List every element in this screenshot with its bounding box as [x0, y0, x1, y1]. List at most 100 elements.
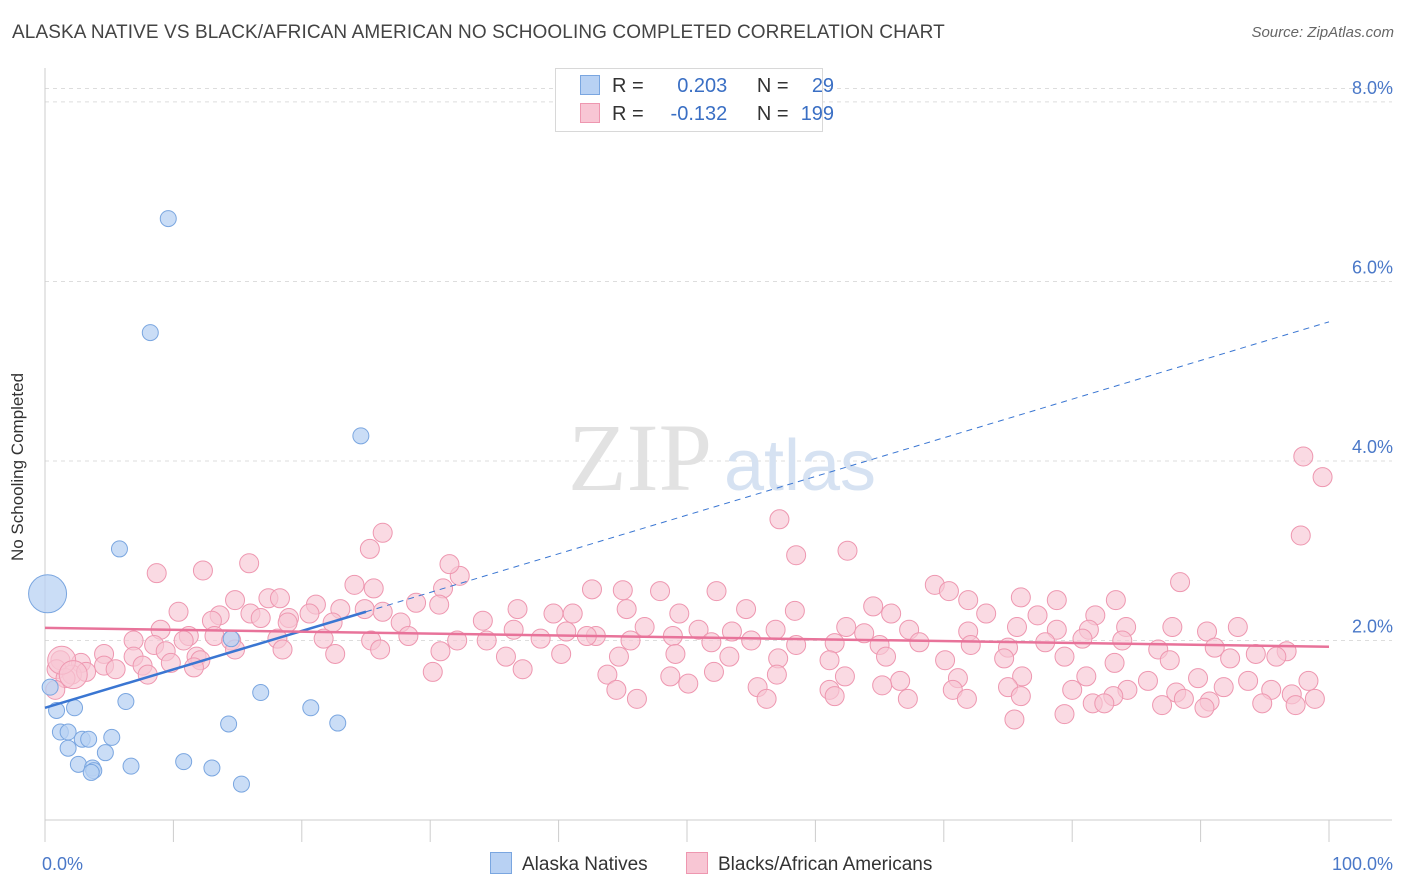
watermark-zip: ZIP: [568, 404, 712, 511]
blue-point: [220, 715, 238, 733]
pink-point: [608, 646, 629, 667]
pink-point: [765, 619, 786, 640]
pink-point: [942, 679, 963, 700]
pink-point: [1112, 630, 1133, 651]
pink-point: [824, 633, 845, 654]
pink-point: [1162, 617, 1183, 638]
pink-point: [890, 670, 911, 691]
pink-point: [721, 621, 742, 642]
pink-point: [1238, 670, 1259, 691]
pink-point: [1227, 617, 1248, 638]
pink-point: [834, 666, 855, 687]
pink-point: [784, 600, 805, 621]
pink-point: [620, 630, 641, 651]
blue-point: [203, 759, 221, 777]
bottom-legend-swatch-pink: [686, 852, 708, 874]
pink-point: [439, 554, 460, 575]
correlation-legend: R = 0.203 N = 29 R = -0.132 N = 199: [555, 68, 834, 132]
y-tick-label: 6.0%: [1352, 257, 1393, 277]
pink-point: [1188, 668, 1209, 689]
pink-trend-line: [44, 626, 1330, 649]
legend-n-label: N =: [756, 103, 789, 125]
pink-point: [819, 650, 840, 671]
pink-point: [1006, 617, 1027, 638]
blue-point: [117, 693, 135, 711]
pink-point: [551, 643, 572, 664]
zipatlas-watermark: ZIP atlas: [568, 404, 876, 511]
pink-point: [881, 603, 902, 624]
legend-n-label: N =: [756, 75, 789, 97]
blue-point: [59, 723, 77, 741]
pink-point: [1076, 666, 1097, 687]
pink-point: [678, 673, 699, 694]
pink-point: [313, 628, 334, 649]
blue-point: [59, 739, 77, 757]
pink-point: [503, 619, 524, 640]
bottom-legend-label-blue: Alaska Natives: [522, 854, 648, 875]
legend-row-blue: R = 0.203 N = 29: [580, 75, 834, 97]
pink-point: [1046, 590, 1067, 611]
pink-point: [1194, 697, 1215, 718]
pink-point: [741, 630, 762, 651]
pink-point: [1062, 679, 1083, 700]
pink-point: [719, 646, 740, 667]
pink-point: [363, 578, 384, 599]
pink-point: [372, 601, 393, 622]
y-tick-label: 4.0%: [1352, 437, 1393, 457]
pink-point: [836, 617, 857, 638]
pink-point: [756, 688, 777, 709]
pink-point: [1094, 693, 1115, 714]
blue-point: [329, 714, 347, 732]
pink-point: [597, 664, 618, 685]
bottom-legend-swatch-blue: [490, 852, 512, 874]
pink-point: [192, 560, 213, 581]
pink-point: [938, 581, 959, 602]
pink-point: [1159, 650, 1180, 671]
pink-point: [1245, 643, 1266, 664]
pink-point: [447, 630, 468, 651]
pink-point: [736, 599, 757, 620]
blue-point: [252, 684, 270, 702]
pink-point: [769, 509, 790, 530]
blue-point: [302, 699, 320, 717]
pink-point: [581, 579, 602, 600]
pink-point: [612, 580, 633, 601]
blue-point: [352, 427, 370, 445]
pink-point: [299, 603, 320, 624]
pink-point: [837, 540, 858, 561]
y-tick-label: 8.0%: [1352, 78, 1393, 98]
blue-point: [159, 210, 177, 228]
pink-point: [1197, 621, 1218, 642]
pink-point: [146, 563, 167, 584]
blue-point: [41, 678, 59, 696]
pink-point: [660, 666, 681, 687]
pink-point: [1027, 605, 1048, 626]
pink-point: [1010, 686, 1031, 707]
pink-point: [1173, 688, 1194, 709]
pink-point: [1105, 590, 1126, 611]
pink-point: [1072, 628, 1093, 649]
pink-point: [472, 610, 493, 631]
pink-point: [344, 574, 365, 595]
pink-point: [398, 625, 419, 646]
legend-r-label: R =: [612, 75, 644, 97]
pink-point: [703, 661, 724, 682]
pink-point: [372, 522, 393, 543]
pink-point: [406, 592, 427, 613]
pink-point: [958, 590, 979, 611]
pink-point: [1204, 637, 1225, 658]
blue-point: [110, 540, 128, 558]
pink-point: [1170, 572, 1191, 593]
pink-point: [1298, 670, 1319, 691]
legend-n-blue: 29: [811, 75, 835, 97]
pink-point: [872, 675, 893, 696]
pink-point: [269, 588, 290, 609]
pink-point: [1152, 695, 1173, 716]
blue-point: [122, 757, 140, 775]
pink-point: [1213, 677, 1234, 698]
pink-point: [650, 581, 671, 602]
pink-point: [994, 648, 1015, 669]
pink-point: [688, 619, 709, 640]
pink-point: [239, 553, 260, 574]
x-tick-label-max: 100.0%: [1332, 854, 1393, 874]
